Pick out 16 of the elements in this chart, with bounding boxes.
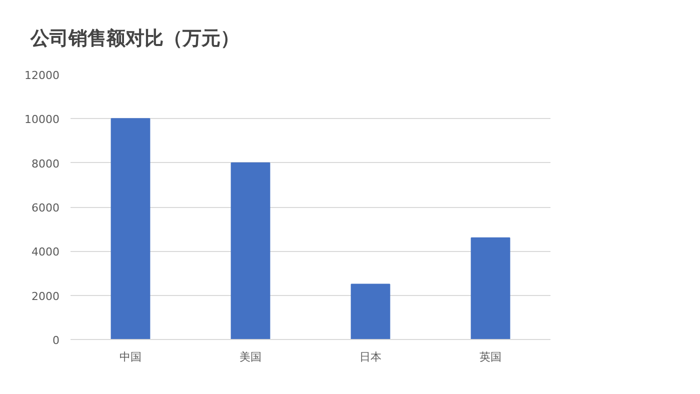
- x-tick-label: 美国: [240, 350, 262, 364]
- bar: [230, 162, 270, 340]
- y-tick-label: 8000: [32, 157, 60, 170]
- bar: [350, 284, 390, 340]
- y-tick-label: 0: [52, 334, 60, 347]
- x-tick-label: 英国: [480, 350, 502, 364]
- bar: [470, 237, 510, 340]
- y-tick-label: 10000: [24, 113, 60, 126]
- y-tick-label: 4000: [32, 246, 60, 259]
- bar: [110, 118, 150, 340]
- y-tick-label: 12000: [24, 69, 60, 82]
- y-tick-label: 6000: [32, 202, 60, 214]
- chart-title: 公司销售额对比（万元）: [30, 28, 240, 50]
- y-tick-label: 2000: [32, 290, 60, 303]
- x-tick-label: 中国: [120, 350, 142, 364]
- x-tick-label: 日本: [360, 350, 382, 364]
